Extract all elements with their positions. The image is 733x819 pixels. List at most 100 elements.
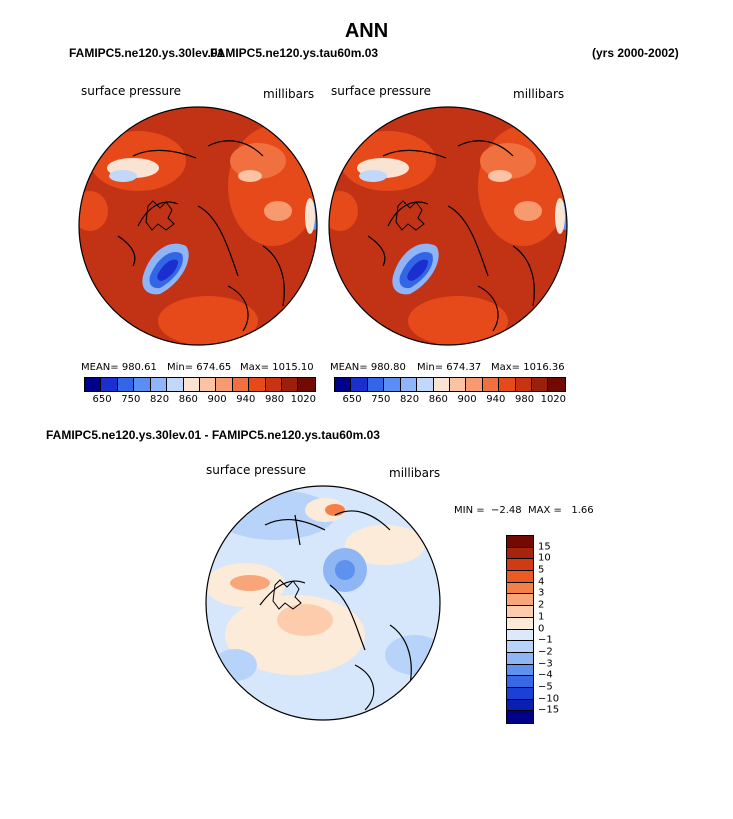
panel2-units-label: millibars [513, 87, 565, 101]
field-region [325, 504, 345, 516]
colorbar-tick-label: −5 [538, 681, 553, 693]
field-region [514, 201, 542, 221]
field-region [335, 560, 355, 580]
colorbar-tick-label: −1 [538, 634, 553, 646]
colorbar-box [507, 571, 533, 583]
field-region [555, 198, 565, 234]
colorbar-box [507, 559, 533, 572]
colorbar-box [298, 378, 315, 391]
field-region [345, 525, 425, 565]
panel3-variable-label: surface pressure [206, 463, 306, 477]
colorbar-box [507, 536, 533, 548]
panel1-polar-map [78, 106, 318, 346]
difference-title: FAMIPC5.ne120.ys.30lev.01 - FAMIPC5.ne12… [46, 428, 380, 442]
panel3-colorbar [506, 535, 534, 724]
years-label: (yrs 2000-2002) [592, 46, 679, 60]
colorbar-box [499, 378, 516, 391]
panel1-max: Max= 1015.10 [240, 362, 314, 373]
colorbar-box [507, 629, 533, 642]
panel3-minmax: MIN = −2.48 MAX = 1.66 [454, 505, 594, 516]
colorbar-tick-label: −15 [538, 704, 560, 716]
field-region [228, 126, 317, 246]
map-border [78, 106, 318, 346]
colorbar-box [199, 378, 217, 391]
field-region [213, 649, 257, 681]
coastline [272, 579, 302, 610]
colorbar-box [507, 641, 533, 653]
map-border [205, 485, 441, 721]
field-region [408, 296, 508, 345]
colorbar-tick-label: 1 [538, 611, 545, 623]
colorbar-box [507, 711, 533, 723]
field-region [480, 143, 536, 179]
panel1-units-label: millibars [263, 87, 315, 101]
panel1-mean: MEAN= 980.61 [81, 362, 157, 373]
colorbar-box [532, 378, 549, 391]
panel2-min: Min= 674.37 [417, 362, 482, 373]
colorbar-box [507, 617, 533, 630]
colorbar-tick-label: 750 [371, 394, 391, 405]
colorbar-tick-label: 2 [538, 599, 545, 611]
coastline [395, 200, 425, 231]
field-region [277, 604, 333, 636]
colorbar-box [507, 594, 533, 607]
colorbar-tick-label: 1020 [290, 394, 317, 405]
colorbar-tick-label: 10 [538, 552, 551, 564]
panel1-min: Min= 674.65 [167, 362, 232, 373]
colorbar-box [216, 378, 233, 391]
coastline [117, 140, 285, 332]
colorbar-box [466, 378, 483, 391]
colorbar-tick-label: 5 [538, 564, 545, 576]
colorbar-box [515, 378, 533, 391]
panel1-variable-label: surface pressure [81, 84, 181, 98]
colorbar-tick-label: 980 [515, 394, 535, 405]
colorbar-tick-label: 3 [538, 587, 545, 599]
field-region [359, 170, 387, 182]
colorbar-box [351, 378, 368, 391]
colorbar-box [400, 378, 418, 391]
panel2-mean: MEAN= 980.80 [330, 362, 406, 373]
colorbar-box [433, 378, 450, 391]
colorbar-box [507, 582, 533, 595]
colorbar-box [150, 378, 168, 391]
colorbar-tick-label: 0 [538, 623, 545, 634]
main-title: ANN [344, 20, 389, 42]
colorbar-tick-label: 900 [207, 394, 227, 405]
colorbar-tick-label: −2 [538, 646, 553, 658]
field-region [305, 198, 315, 234]
colorbar-tick-label: 900 [457, 394, 477, 405]
panel2-max: Max= 1016.36 [491, 362, 565, 373]
field-region [488, 170, 512, 182]
colorbar-tick-label: 1020 [540, 394, 567, 405]
colorbar-tick-label: 820 [400, 394, 420, 405]
case-title-left: FAMIPC5.ne120.ys.30lev.01 [69, 46, 225, 60]
greenland-low [407, 259, 428, 281]
colorbar-box [249, 378, 266, 391]
panel2-colorbar [334, 377, 566, 392]
colorbar-box [232, 378, 250, 391]
colorbar-tick-label: 4 [538, 576, 545, 588]
field-region [264, 201, 292, 221]
colorbar-box [265, 378, 283, 391]
map-border [328, 106, 568, 346]
colorbar-tick-label: −4 [538, 669, 553, 681]
field-region [109, 170, 137, 182]
panel1-colorbar [84, 377, 316, 392]
panel2-variable-label: surface pressure [331, 84, 431, 98]
colorbar-box [117, 378, 135, 391]
colorbar-tick-label: 650 [92, 394, 112, 405]
colorbar-tick-label: −3 [538, 658, 553, 670]
colorbar-tick-label: 940 [236, 394, 256, 405]
field-region [158, 296, 258, 345]
colorbar-box [507, 664, 533, 677]
colorbar-box [449, 378, 467, 391]
colorbar-box [507, 606, 533, 618]
coastline [367, 140, 535, 332]
colorbar-box [507, 652, 533, 665]
colorbar-box [85, 378, 102, 391]
field-region [230, 575, 270, 591]
colorbar-box [482, 378, 500, 391]
colorbar-tick-label: 820 [150, 394, 170, 405]
colorbar-box [183, 378, 200, 391]
colorbar-box [507, 676, 533, 688]
